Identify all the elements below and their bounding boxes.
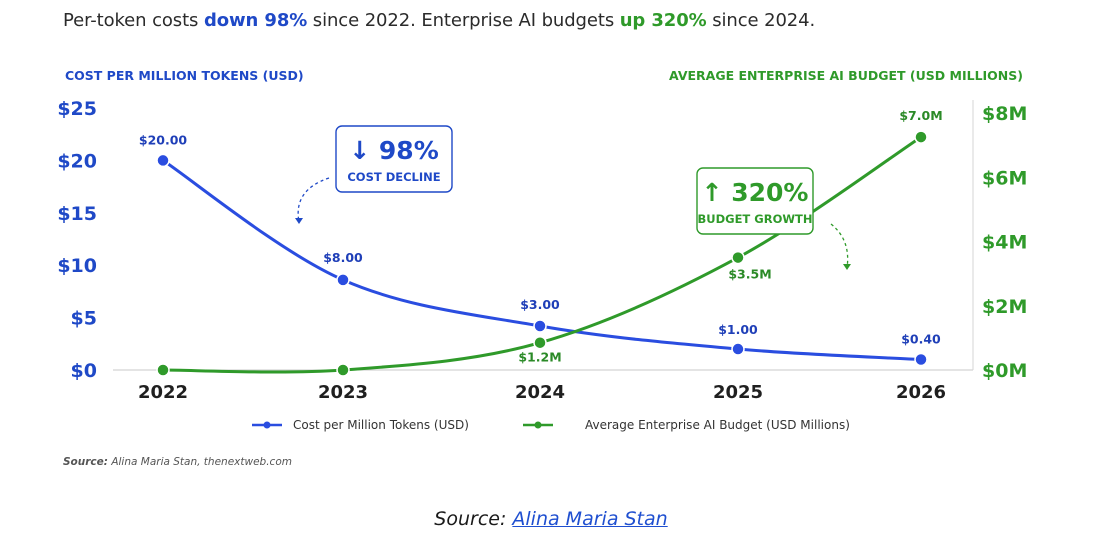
x-tick-label: 2024 bbox=[515, 382, 565, 403]
cost-decline-callout-arrowhead bbox=[295, 218, 303, 224]
cost-data-point bbox=[156, 153, 170, 168]
cost-legend-swatch-dot bbox=[263, 421, 271, 429]
budget-growth-callout-arrowhead bbox=[843, 264, 851, 270]
x-tick-label: 2023 bbox=[318, 382, 368, 403]
budget-data-label: $3.5M bbox=[728, 267, 771, 282]
x-tick-label: 2025 bbox=[713, 382, 763, 403]
headline-pre: Per-token costs bbox=[63, 10, 204, 31]
left-tick-label: $5 bbox=[71, 308, 97, 330]
cost-decline-callout-value: ↓ 98% bbox=[349, 136, 439, 165]
right-tick-label: $0M bbox=[982, 360, 1027, 382]
budget-data-point bbox=[336, 363, 350, 377]
right-tick-label: $2M bbox=[982, 296, 1027, 318]
cost-data-point bbox=[533, 319, 547, 333]
left-tick-label: $20 bbox=[57, 150, 97, 172]
page-source-caption: Source: Alina Maria Stan bbox=[0, 508, 1102, 530]
headline-mid: since 2022. Enterprise AI budgets bbox=[307, 10, 620, 31]
page-source-label: Source: bbox=[434, 508, 513, 530]
left-axis-title: COST PER MILLION TOKENS (USD) bbox=[65, 68, 304, 83]
left-tick-label: $10 bbox=[57, 255, 97, 277]
source-author-link[interactable]: Alina Maria Stan bbox=[512, 508, 668, 530]
cost-decline-callout-label: COST DECLINE bbox=[347, 170, 440, 184]
dual-axis-line-chart: COST PER MILLION TOKENS (USD) AVERAGE ENT… bbox=[57, 68, 1027, 468]
budget-growth-callout-label: BUDGET GROWTH bbox=[697, 212, 812, 226]
budget-data-point bbox=[533, 335, 547, 350]
budget-growth-callout-box bbox=[696, 167, 814, 235]
chart-headline: Per-token costs down 98% since 2022. Ent… bbox=[63, 10, 1043, 31]
cost-data-label: $0.40 bbox=[901, 332, 941, 347]
figure-source-note: Source: Alina Maria Stan, thenextweb.com bbox=[63, 456, 292, 468]
figure-source-text: Alina Maria Stan, thenextweb.com bbox=[108, 456, 292, 468]
budget-growth-callout-arrow bbox=[830, 223, 849, 269]
headline-cost-highlight: down 98% bbox=[203, 10, 308, 31]
right-tick-label: $8M bbox=[982, 103, 1027, 125]
left-tick-label: $15 bbox=[57, 203, 97, 225]
right-tick-label: $6M bbox=[982, 167, 1027, 189]
right-tick-label: $4M bbox=[982, 232, 1027, 254]
left-tick-label: $25 bbox=[57, 98, 97, 120]
cost-data-label: $1.00 bbox=[718, 322, 758, 337]
cost-data-point bbox=[731, 342, 745, 356]
cost-data-point bbox=[336, 273, 350, 287]
left-tick-label: $0 bbox=[71, 360, 97, 382]
budget-data-label: $1.2M bbox=[518, 350, 561, 365]
budget-growth-callout-value: ↑ 320% bbox=[702, 178, 809, 207]
budget-legend-label: Average Enterprise AI Budget (USD Millio… bbox=[585, 418, 850, 432]
chart-figure: Per-token costs down 98% since 2022. Ent… bbox=[45, 0, 1045, 480]
right-axis-title: AVERAGE ENTERPRISE AI BUDGET (USD MILLIO… bbox=[669, 68, 1023, 83]
cost-data-label: $20.00 bbox=[139, 132, 188, 147]
figure-source-label: Source: bbox=[63, 456, 108, 468]
headline-post: since 2024. bbox=[706, 10, 816, 31]
cost-data-label: $3.00 bbox=[520, 297, 560, 312]
budget-data-point bbox=[914, 130, 928, 144]
budget-data-point bbox=[156, 363, 170, 377]
x-tick-label: 2022 bbox=[138, 382, 188, 403]
cost-legend-label: Cost per Million Tokens (USD) bbox=[293, 418, 469, 432]
cost-data-point bbox=[914, 352, 928, 367]
budget-data-label: $7.0M bbox=[899, 108, 942, 123]
budget-data-point bbox=[731, 250, 745, 265]
headline-budget-highlight: up 320% bbox=[619, 10, 707, 31]
cost-decline-callout-box bbox=[335, 125, 453, 193]
x-tick-label: 2026 bbox=[896, 382, 946, 403]
cost-decline-callout-arrow bbox=[297, 177, 330, 223]
budget-legend-swatch-dot bbox=[534, 421, 542, 429]
cost-data-label: $8.00 bbox=[323, 250, 363, 265]
